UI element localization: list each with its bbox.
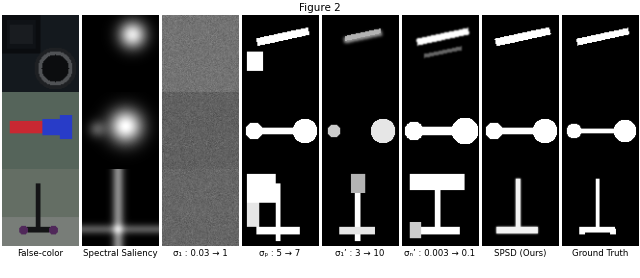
Text: Ground Truth: Ground Truth: [572, 249, 628, 258]
Text: SPSD (Ours): SPSD (Ours): [494, 249, 546, 258]
Text: Spectral Saliency: Spectral Saliency: [83, 249, 157, 258]
Text: σ₁ : 0.03 → 1: σ₁ : 0.03 → 1: [173, 249, 227, 258]
Text: Figure 2: Figure 2: [299, 3, 341, 13]
Text: σₚ : 5 → 7: σₚ : 5 → 7: [259, 249, 301, 258]
Text: False-color: False-color: [17, 249, 63, 258]
Text: σ₁’ : 3 → 10: σ₁’ : 3 → 10: [335, 249, 385, 258]
Text: σₙ’ : 0.003 → 0.1: σₙ’ : 0.003 → 0.1: [404, 249, 476, 258]
